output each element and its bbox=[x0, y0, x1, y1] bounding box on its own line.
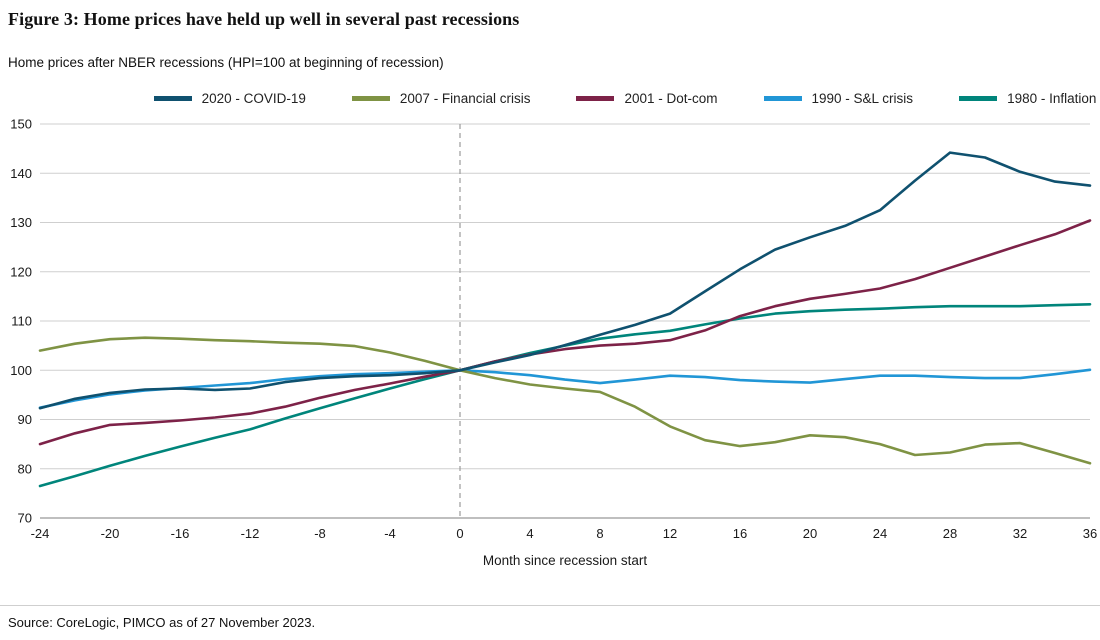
legend-item: 2020 - COVID-19 bbox=[153, 91, 306, 106]
legend-label: 1980 - Inflation bbox=[1007, 91, 1097, 106]
series-line bbox=[38, 151, 1092, 410]
x-tick-label: 0 bbox=[456, 526, 463, 541]
y-tick-label: 120 bbox=[10, 264, 32, 279]
y-tick-label: 150 bbox=[10, 117, 32, 132]
legend-swatch bbox=[576, 96, 615, 101]
legend-item: 1990 - S&L crisis bbox=[763, 91, 914, 106]
legend-swatch bbox=[763, 96, 802, 101]
legend: 2020 - COVID-19 2007 - Financial crisis 20… bbox=[150, 91, 1100, 106]
x-tick-label: 12 bbox=[663, 526, 677, 541]
legend-item: 2001 - Dot-com bbox=[576, 91, 718, 106]
chart-subtitle: Home prices after NBER recessions (HPI=1… bbox=[8, 55, 444, 70]
y-tick-label: 100 bbox=[10, 363, 32, 378]
legend-label: 2007 - Financial crisis bbox=[399, 91, 531, 106]
x-tick-label: 20 bbox=[803, 526, 817, 541]
series-line bbox=[38, 303, 1092, 488]
x-tick-label: -20 bbox=[101, 526, 120, 541]
x-tick-label: 24 bbox=[873, 526, 887, 541]
legend-swatch bbox=[959, 96, 998, 101]
x-tick-label: 28 bbox=[943, 526, 957, 541]
figure-title: Figure 3: Home prices have held up well … bbox=[8, 9, 520, 29]
y-tick-label: 130 bbox=[10, 215, 32, 230]
x-axis-title: Month since recession start bbox=[483, 553, 648, 568]
x-tick-label: 4 bbox=[526, 526, 533, 541]
chart-area: 70 80 90 100 110 120 130 140 150 -24 -20 -16 -12 -8 -4… bbox=[0, 112, 1100, 575]
legend-label: 1990 - S&L crisis bbox=[811, 91, 914, 106]
x-tick-label: 36 bbox=[1083, 526, 1097, 541]
y-tick-label: 110 bbox=[11, 314, 32, 329]
legend-label: 2001 - Dot-com bbox=[624, 91, 718, 106]
y-tick-label: 70 bbox=[18, 511, 32, 526]
x-tick-label: 16 bbox=[733, 526, 747, 541]
legend-label: 2020 - COVID-19 bbox=[201, 91, 306, 106]
legend-item: 2007 - Financial crisis bbox=[351, 91, 531, 106]
y-tick-label: 90 bbox=[18, 412, 32, 427]
series-line bbox=[38, 219, 1092, 446]
legend-item: 1980 - Inflation bbox=[959, 91, 1096, 106]
y-tick-label: 80 bbox=[18, 461, 32, 476]
x-tick-label: -8 bbox=[314, 526, 326, 541]
x-tick-label: -24 bbox=[31, 526, 50, 541]
x-tick-label: 32 bbox=[1013, 526, 1027, 541]
y-tick-label: 140 bbox=[10, 166, 32, 181]
legend-swatch bbox=[351, 96, 390, 101]
legend-swatch bbox=[153, 96, 192, 101]
series-line bbox=[38, 336, 1092, 465]
source-note: Source: CoreLogic, PIMCO as of 27 Novemb… bbox=[0, 605, 1100, 640]
x-tick-label: -4 bbox=[384, 526, 396, 541]
x-tick-label: -16 bbox=[171, 526, 190, 541]
x-tick-label: 8 bbox=[596, 526, 603, 541]
x-tick-label: -12 bbox=[241, 526, 260, 541]
series-line bbox=[38, 368, 1092, 410]
